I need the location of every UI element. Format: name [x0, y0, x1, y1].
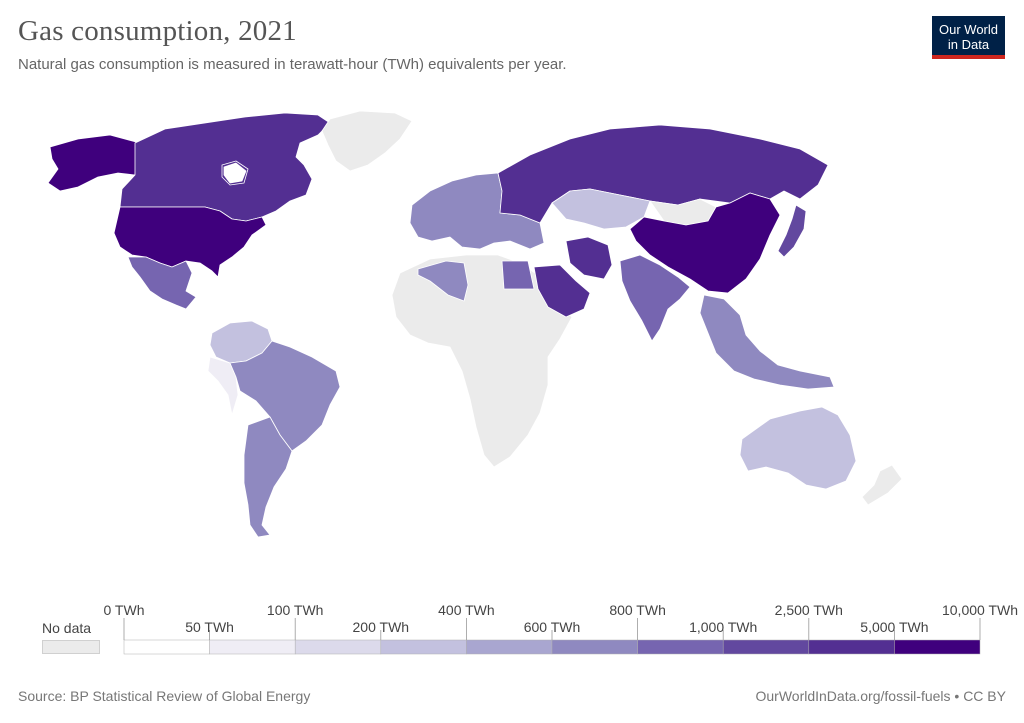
legend-bar: 0 TWh 50 TWh 100 TWh 200 TWh 400 TWh 600 TWh 8… — [104, 602, 1018, 655]
map-region-india[interactable] — [619, 254, 691, 342]
legend-swatch[interactable] — [722, 639, 810, 655]
map-region-china[interactable] — [629, 192, 781, 294]
legend-swatch[interactable] — [466, 639, 553, 655]
map-region-saudi-arabia[interactable] — [533, 264, 591, 318]
map-region-greenland[interactable] — [321, 110, 413, 172]
legend-no-data-label: No data — [42, 620, 92, 636]
legend-swatch[interactable] — [209, 639, 296, 655]
color-legend: 0 TWh 50 TWh 100 TWh 200 TWh 400 TWh 600 TWh 8… — [0, 596, 1024, 666]
map-region-japan[interactable] — [777, 204, 807, 258]
logo-line-1: Our World — [939, 22, 998, 37]
legend-swatch[interactable] — [637, 639, 724, 655]
legend-swatch[interactable] — [808, 639, 895, 655]
legend-swatch[interactable] — [294, 639, 382, 655]
map-region-australia[interactable] — [739, 406, 857, 490]
legend-swatch[interactable] — [551, 639, 638, 655]
source-note: Source: BP Statistical Review of Global … — [18, 688, 311, 704]
legend-label: 1,000 TWh — [689, 619, 757, 635]
legend-swatch[interactable] — [380, 639, 467, 655]
legend-label: 0 TWh — [104, 602, 145, 618]
legend-label: 400 TWh — [438, 602, 495, 618]
map-region-argentina[interactable] — [243, 416, 293, 538]
map-region-iran[interactable] — [565, 236, 613, 280]
map-region-algeria[interactable] — [417, 260, 469, 302]
legend-label: 2,500 TWh — [775, 602, 843, 618]
map-region-egypt[interactable] — [501, 260, 535, 290]
map-region-alaska[interactable] — [47, 134, 141, 192]
legend-label: 100 TWh — [267, 602, 324, 618]
legend-label: 10,000 TWh — [942, 602, 1018, 618]
legend-label: 800 TWh — [609, 602, 666, 618]
legend-swatch[interactable] — [123, 639, 210, 655]
legend-label: 600 TWh — [524, 619, 581, 635]
map-region-brazil[interactable] — [229, 340, 341, 452]
chart-subtitle: Natural gas consumption is measured in t… — [18, 56, 567, 73]
legend-label: 50 TWh — [185, 619, 234, 635]
legend-no-data-swatch[interactable] — [42, 640, 100, 654]
map-region-mexico[interactable] — [127, 256, 197, 310]
chart-title: Gas consumption, 2021 — [18, 15, 297, 47]
map-region-southeast-asia[interactable] — [699, 294, 835, 390]
legend-swatch[interactable] — [894, 639, 981, 655]
map-region-europe[interactable] — [409, 172, 545, 250]
legend-label: 200 TWh — [353, 619, 410, 635]
owid-logo[interactable]: Our World in Data — [932, 16, 1005, 59]
world-map[interactable] — [0, 95, 1024, 575]
legend-label: 5,000 TWh — [860, 619, 928, 635]
map-region-new-zealand[interactable] — [861, 464, 903, 506]
logo-line-2: in Data — [947, 37, 990, 52]
hudson-bay — [223, 162, 247, 184]
source-url[interactable]: OurWorldInData.org/fossil-fuels • CC BY — [755, 688, 1006, 704]
